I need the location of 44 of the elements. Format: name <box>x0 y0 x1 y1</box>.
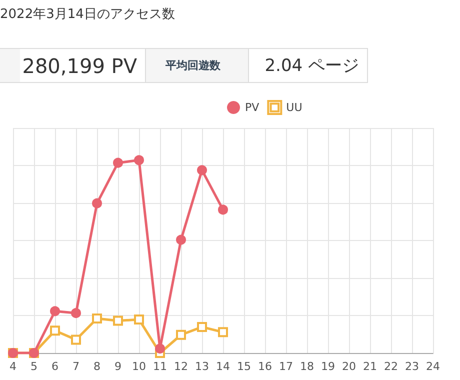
x-tick-label: 17 <box>279 360 293 373</box>
x-tick-label: 4 <box>10 360 16 373</box>
point <box>113 316 123 326</box>
point <box>218 327 228 338</box>
point <box>197 322 207 332</box>
legend-label: PV <box>245 101 260 114</box>
point <box>92 313 102 324</box>
x-tick-label: 16 <box>258 360 272 373</box>
x-tick-label: 14 <box>216 360 230 373</box>
x-tick-label: 12 <box>174 360 188 373</box>
x-tick-label: 5 <box>30 360 38 373</box>
x-tick-label: 10 <box>132 360 146 373</box>
x-tick-label: 24 <box>426 360 440 373</box>
text: 2.04 ページ <box>248 49 367 82</box>
point <box>113 158 123 168</box>
point <box>92 198 102 208</box>
x-tick-label: 19 <box>321 360 335 373</box>
point <box>71 308 81 318</box>
point <box>134 314 144 324</box>
text: 平均回遊数 <box>145 49 248 82</box>
x-tick-label: 20 <box>342 360 356 373</box>
point <box>176 234 186 245</box>
point <box>197 165 207 176</box>
point <box>155 344 165 354</box>
x-tick-label: 15 <box>237 360 251 373</box>
x-tick-label: 9 <box>114 360 122 373</box>
x-tick-label: 13 <box>195 360 209 373</box>
point <box>71 334 81 345</box>
x-tick-label: 23 <box>405 360 419 373</box>
x-tick-label: 22 <box>384 360 398 373</box>
x-tick-label: 8 <box>94 360 100 373</box>
point <box>134 155 144 166</box>
point <box>50 306 60 316</box>
point <box>50 326 60 336</box>
x-tick-label: 18 <box>300 360 314 373</box>
x-tick-label: 21 <box>363 360 377 373</box>
x-tick-label: 6 <box>52 360 58 373</box>
chart-title: 2022年3月14日のアクセス数 <box>0 6 175 23</box>
point <box>176 330 186 340</box>
x-tick-label: 11 <box>153 360 167 373</box>
text: 280,199 PV <box>21 52 138 80</box>
x-tick-label: 7 <box>72 360 80 373</box>
point <box>218 204 228 215</box>
legend-label: UU <box>286 101 302 114</box>
